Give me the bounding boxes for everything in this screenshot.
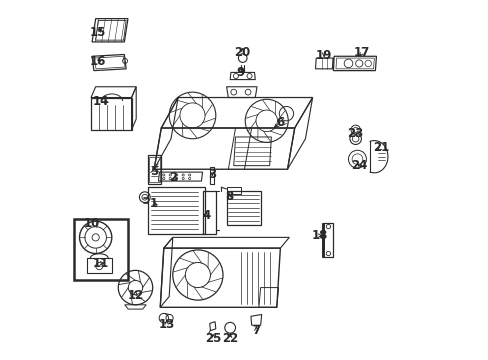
Text: 19: 19: [315, 49, 332, 62]
Text: 23: 23: [347, 127, 363, 140]
Text: 22: 22: [222, 332, 238, 345]
Text: 5: 5: [150, 165, 158, 177]
Text: 6: 6: [276, 116, 284, 129]
Text: 20: 20: [234, 46, 250, 59]
Text: 12: 12: [127, 289, 143, 302]
Text: 10: 10: [83, 217, 99, 230]
Text: 2: 2: [169, 171, 177, 184]
Text: 1: 1: [150, 197, 158, 210]
Text: 4: 4: [202, 210, 210, 222]
Text: 25: 25: [204, 332, 221, 345]
Text: 13: 13: [158, 318, 174, 331]
Text: 7: 7: [252, 324, 260, 337]
Text: 9: 9: [236, 66, 244, 79]
Text: 21: 21: [372, 141, 388, 154]
Text: 8: 8: [225, 190, 233, 203]
Text: 24: 24: [350, 159, 366, 172]
Text: 11: 11: [93, 257, 109, 270]
Text: 16: 16: [89, 55, 105, 68]
Text: 18: 18: [311, 229, 327, 242]
Text: 3: 3: [208, 168, 216, 181]
Text: 17: 17: [353, 46, 369, 59]
Text: 14: 14: [93, 95, 109, 108]
Text: 15: 15: [89, 27, 105, 40]
